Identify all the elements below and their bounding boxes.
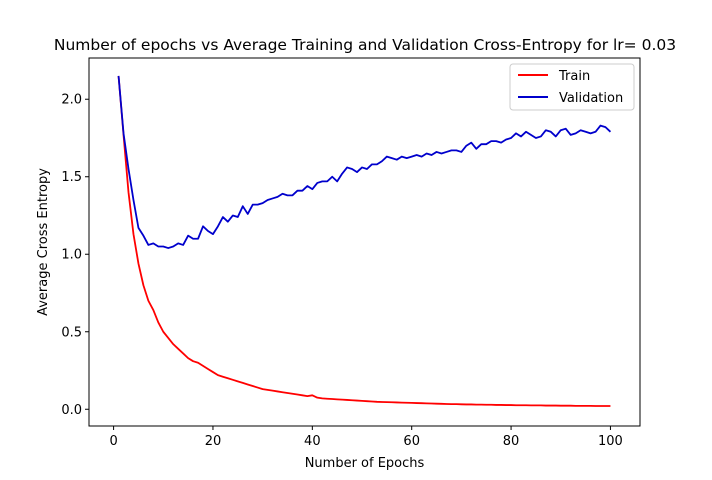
series-layer	[117, 75, 612, 407]
y-tick-label: 1.5	[61, 170, 82, 185]
legend-label-validation: Validation	[559, 91, 623, 106]
x-tick-label: 20	[205, 434, 222, 449]
legend-label-train: Train	[558, 69, 590, 84]
axes-frame	[88, 57, 641, 427]
chart-title: Number of epochs vs Average Training and…	[54, 36, 676, 54]
series-line-train	[117, 75, 611, 407]
x-tick-label: 100	[598, 434, 623, 449]
x-axis-ticks: 0 20 40 60 80 100	[109, 426, 623, 449]
x-axis-label: Number of Epochs	[305, 456, 425, 471]
x-tick-label: 60	[403, 434, 420, 449]
x-tick-label: 80	[503, 434, 520, 449]
series-line-validation	[117, 75, 612, 249]
y-tick-label: 2.0	[61, 93, 82, 108]
x-tick-label: 40	[304, 434, 321, 449]
x-tick-label: 0	[109, 434, 117, 449]
y-tick-label: 0.5	[61, 325, 82, 340]
y-axis-label: Average Cross Entropy	[36, 168, 51, 316]
y-axis-ticks: 0.0 0.5 1.0 1.5 2.0	[61, 93, 89, 418]
y-tick-label: 0.0	[61, 403, 82, 418]
y-tick-label: 1.0	[61, 248, 82, 263]
plot-area	[117, 75, 612, 407]
legend: Train Validation	[509, 63, 635, 111]
